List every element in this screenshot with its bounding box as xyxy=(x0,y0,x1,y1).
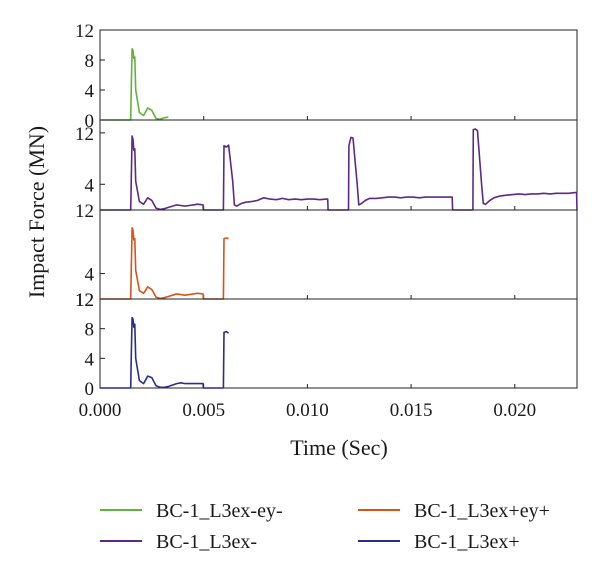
legend-item: BC-1_L3ex+ xyxy=(358,531,520,553)
legend-label: BC-1_L3ex+ xyxy=(414,531,520,553)
panel-1: 0 4 8 12 xyxy=(75,21,578,132)
x-tick-label: 0.010 xyxy=(286,400,329,421)
series-line-BC-1_L3ex+ey+ xyxy=(100,227,229,300)
series-line-BC-1_L3ex- xyxy=(100,128,578,211)
legend-item: BC-1_L3ex- xyxy=(100,531,257,553)
y-tick-label: 0 xyxy=(85,111,95,132)
legend-label: BC-1_L3ex+ey+ xyxy=(414,500,550,522)
x-axis-ticks: 0.000 0.005 0.010 0.015 0.020 xyxy=(79,400,537,421)
panel-frame xyxy=(99,298,578,389)
y-tick-label: 0 xyxy=(85,379,95,400)
y-tick-label: 4 xyxy=(85,349,95,370)
legend-label: BC-1_L3ex- xyxy=(156,531,257,553)
series-line-BC-1_L3ex+ xyxy=(100,316,230,389)
y-tick-label: 12 xyxy=(75,201,94,222)
panel-3: 124 xyxy=(75,209,578,311)
legend: BC-1_L3ex-ey- BC-1_L3ex+ey+ BC-1_L3ex- BC-1… xyxy=(100,500,550,553)
panel-2: 12 4 12 xyxy=(75,119,578,222)
y-tick-label: 12 xyxy=(75,290,94,311)
y-tick-label: 8 xyxy=(85,51,95,72)
y-tick-label: 12 xyxy=(75,290,94,311)
y-tick-label: 12 xyxy=(75,21,94,42)
y-tick-label: 8 xyxy=(85,320,95,341)
x-tick-label: 0.000 xyxy=(79,400,122,421)
panel-frame xyxy=(99,119,578,211)
legend-item: BC-1_L3ex-ey- xyxy=(100,500,283,522)
x-tick-label: 0.020 xyxy=(493,400,536,421)
legend-item: BC-1_L3ex+ey+ xyxy=(358,500,550,522)
y-tick-label: 4 xyxy=(85,175,95,196)
x-tick-label: 0.005 xyxy=(182,400,225,421)
y-tick-label: 4 xyxy=(85,81,95,102)
series-line-BC-1_L3ex-ey- xyxy=(100,47,169,121)
y-tick-label: 4 xyxy=(85,265,95,286)
y-axis-label: Impact Force (MN) xyxy=(24,126,49,298)
panel-4: 0 4 8 12 xyxy=(75,290,578,400)
panel-frame xyxy=(99,209,578,300)
x-tick-label: 0.015 xyxy=(390,400,433,421)
x-axis-label: Time (Sec) xyxy=(290,435,388,460)
y-tick-label: 12 xyxy=(75,124,94,145)
panel-frame xyxy=(99,29,578,121)
legend-label: BC-1_L3ex-ey- xyxy=(156,500,283,522)
